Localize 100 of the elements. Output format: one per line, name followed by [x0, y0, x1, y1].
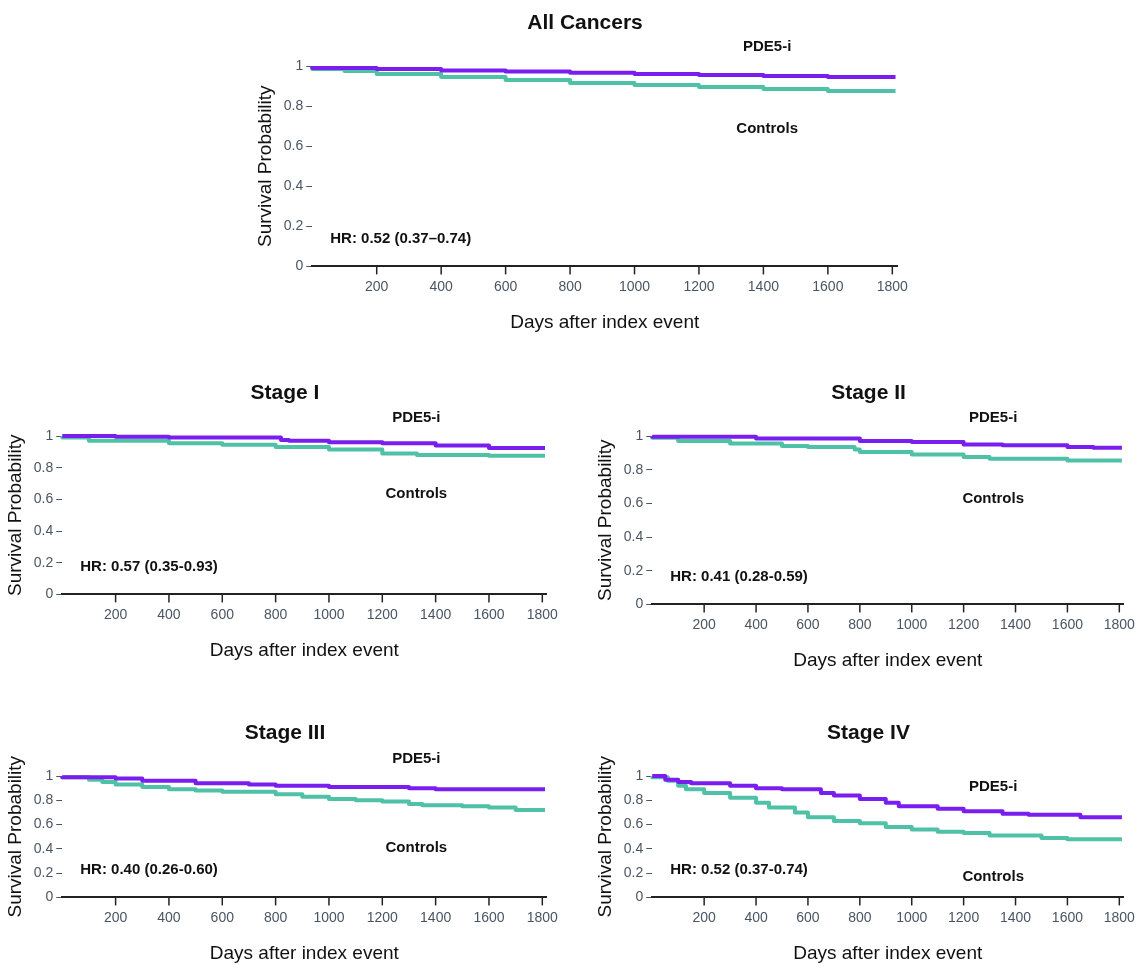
x-tick-label: 1000: [313, 908, 345, 925]
y-tick-label: 0.6: [623, 494, 644, 511]
y-tick-label: 1: [635, 426, 644, 443]
y-tick-label: 0.8: [283, 96, 304, 113]
x-tick-label: 600: [210, 605, 235, 622]
y-tick-label: 0: [45, 585, 54, 602]
x-axis-title: Days after index event: [209, 638, 400, 660]
x-tick-label: 1400: [999, 615, 1032, 632]
y-tick-label: 0: [635, 888, 644, 905]
y-tick-label: 1: [45, 766, 54, 783]
x-tick-label: 400: [744, 615, 768, 632]
x-tick-label: 1000: [896, 908, 928, 925]
x-tick-label: 1200: [366, 605, 399, 622]
x-tick-label: 1800: [1103, 908, 1136, 925]
x-tick-label: 1400: [420, 605, 452, 622]
text: Controls: [736, 119, 798, 137]
x-axis-title: Days after index event: [793, 648, 983, 670]
x-tick-label: 1600: [1051, 615, 1084, 632]
x-tick-label: 600: [796, 615, 820, 632]
x-tick-label: 1000: [896, 615, 928, 632]
x-tick-label: 1000: [313, 605, 345, 622]
x-tick-label: 1400: [999, 908, 1032, 925]
y-tick-label: 0: [45, 888, 54, 905]
x-tick-label: 800: [263, 908, 288, 925]
x-axis-title: Days after index event: [209, 941, 400, 963]
x-tick-label: 1200: [948, 908, 980, 925]
x-tick-label: 1600: [473, 908, 505, 925]
y-tick-label: 0.4: [33, 521, 54, 538]
y-tick-label: 0.2: [283, 217, 304, 234]
x-tick-label: 800: [558, 277, 582, 294]
x-tick-label: 400: [157, 908, 181, 925]
text: Controls: [962, 867, 1025, 885]
y-tick-label: 0.6: [33, 815, 54, 832]
x-tick-label: 1800: [1103, 615, 1136, 632]
annotation: HR: 0.40 (0.26-0.60): [80, 859, 218, 877]
series-label: PDE5-i: [742, 37, 792, 55]
y-axis-title: Survival Probability: [593, 438, 615, 601]
x-tick-label: 200: [692, 615, 717, 632]
y-axis-title: Survival Probability: [3, 433, 25, 596]
y-tick-label: 0.4: [33, 839, 54, 856]
series-label: PDE5-i: [969, 407, 1018, 425]
y-tick-label: 0.8: [33, 458, 54, 475]
x-tick-label: 400: [157, 605, 181, 622]
x-tick-label: 1200: [948, 615, 980, 632]
x-tick-label: 200: [692, 908, 717, 925]
annotation: HR: 0.52 (0.37-0.74): [670, 859, 808, 877]
annotation: HR: 0.41 (0.28-0.59): [670, 566, 808, 584]
y-tick-label: 0.8: [33, 791, 54, 808]
y-axis-title: Survival Probability: [593, 755, 615, 918]
x-axis-title: Days after index event: [510, 310, 700, 332]
x-tick-label: 200: [365, 277, 389, 294]
series-label: PDE5-i: [392, 408, 441, 426]
series-label: PDE5-i: [969, 777, 1018, 795]
x-axis-title: Days after index event: [793, 941, 983, 963]
series-label: Controls: [385, 483, 448, 501]
x-tick-label: 1400: [420, 908, 452, 925]
series-label: PDE5-i: [392, 749, 441, 767]
x-tick-label: 600: [796, 908, 820, 925]
chart-title: Stage I: [249, 379, 321, 405]
x-tick-label: 400: [744, 908, 768, 925]
y-tick-label: 0.2: [623, 561, 644, 578]
x-tick-label: 1200: [366, 908, 399, 925]
y-axis-title: Survival Probability: [253, 84, 275, 247]
y-tick-label: 0.4: [623, 839, 644, 856]
y-tick-label: 0.2: [33, 863, 54, 880]
series-label: Controls: [962, 488, 1025, 506]
x-tick-label: 1800: [526, 605, 559, 622]
y-tick-label: 0.8: [623, 460, 644, 477]
x-tick-label: 800: [263, 605, 288, 622]
x-tick-label: 1600: [1051, 908, 1084, 925]
chart-title: Stage IV: [826, 719, 911, 745]
x-tick-label: 600: [493, 277, 518, 294]
x-tick-label: 800: [848, 908, 872, 925]
x-tick-label: 400: [429, 277, 454, 294]
x-tick-label: 800: [848, 615, 872, 632]
annotation: HR: 0.57 (0.35-0.93): [80, 556, 218, 574]
y-axis-title: Survival Probability: [3, 755, 25, 918]
chart-title: All Cancers: [526, 9, 644, 35]
x-tick-label: 1000: [618, 277, 651, 294]
chart-title: Stage II: [830, 379, 907, 405]
y-tick-label: 0: [295, 257, 304, 274]
y-tick-label: 1: [295, 56, 304, 73]
x-tick-label: 1400: [747, 277, 780, 294]
x-tick-label: 200: [103, 605, 128, 622]
y-tick-label: 0: [635, 595, 644, 612]
x-tick-label: 1200: [683, 277, 715, 294]
y-tick-label: 0.4: [283, 177, 304, 194]
chart-title: Stage III: [243, 719, 327, 745]
y-tick-label: 0.6: [33, 490, 54, 507]
y-tick-label: 0.6: [283, 137, 304, 154]
y-tick-label: 0.2: [33, 553, 54, 570]
y-tick-label: 0.4: [623, 527, 644, 544]
x-tick-label: 1800: [526, 908, 559, 925]
x-tick-label: 1600: [812, 277, 844, 294]
y-tick-label: 1: [45, 426, 54, 443]
x-tick-label: 1800: [876, 277, 909, 294]
text: Controls: [385, 838, 448, 856]
annotation: HR: 0.52 (0.37–0.74): [330, 228, 472, 246]
x-tick-label: 200: [103, 908, 128, 925]
y-tick-label: 0.6: [623, 815, 644, 832]
